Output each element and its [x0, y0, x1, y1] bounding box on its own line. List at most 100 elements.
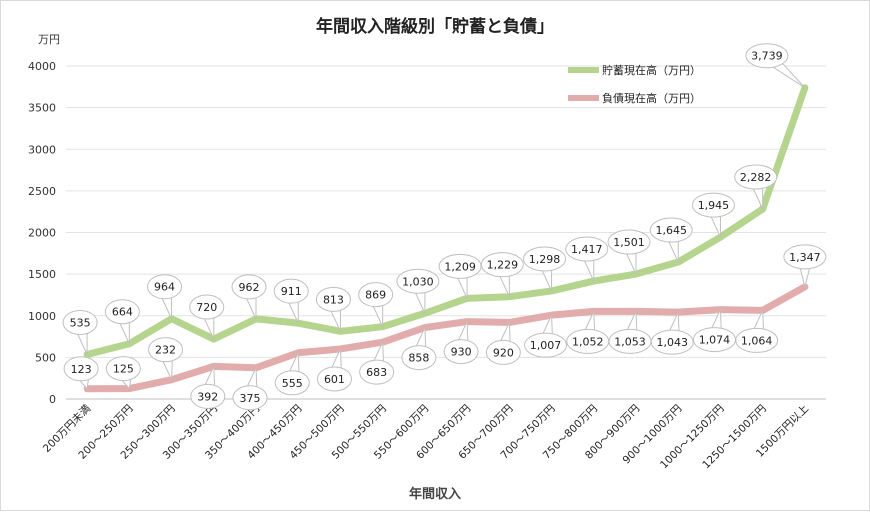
data-label-text: 869	[365, 289, 386, 302]
data-label-bubble	[273, 278, 309, 304]
x-axis-title: 年間収入	[409, 486, 461, 502]
legend-label-debt: 負債現在高（万円）	[602, 91, 701, 105]
y-tick-label: 2500	[28, 185, 56, 198]
data-label-bubble	[735, 327, 779, 353]
data-label-debt: 123	[63, 356, 99, 390]
data-label-savings: 869	[358, 282, 394, 327]
y-tick-label: 1500	[28, 268, 56, 281]
x-axis-ticks: 200万円未満200～250万円250～300万円300～350万円350～40…	[41, 402, 811, 471]
data-label-bubble	[190, 383, 226, 409]
y-axis-unit: 万円	[38, 33, 60, 46]
data-label-debt: 1,347	[783, 244, 827, 287]
data-label-bubble	[274, 370, 310, 396]
data-label-savings: 962	[231, 274, 267, 320]
data-label-text: 2,282	[740, 171, 772, 184]
data-label-bubble	[62, 309, 98, 335]
data-label-text: 920	[493, 346, 514, 359]
data-label-bubble	[443, 339, 479, 365]
data-label-bubble	[649, 217, 693, 243]
data-label-text: 858	[408, 352, 429, 365]
data-label-bubble	[524, 332, 568, 358]
chart-title: 年間収入階級別「貯蓄と負債」	[316, 16, 554, 37]
data-label-bubble	[359, 359, 395, 385]
data-label-savings: 911	[273, 278, 309, 324]
data-label-bubble	[396, 268, 440, 294]
data-label-text: 1,945	[698, 199, 730, 212]
data-label-text: 664	[112, 306, 133, 319]
data-label-debt: 555	[274, 352, 310, 396]
data-label-bubble	[105, 356, 141, 382]
data-label-text: 535	[70, 316, 91, 329]
data-label-text: 232	[155, 344, 176, 357]
data-label-savings: 3,739	[745, 43, 806, 89]
series-lines	[83, 84, 809, 393]
data-label-text: 1,007	[530, 339, 562, 352]
data-label-text: 1,347	[789, 251, 821, 264]
data-label-debt: 930	[443, 321, 479, 365]
data-label-savings: 535	[62, 309, 98, 355]
data-label-bubble	[565, 236, 609, 262]
y-tick-label: 500	[35, 351, 56, 364]
data-label-savings: 964	[147, 274, 183, 319]
data-label-bubble	[485, 339, 521, 365]
y-tick-label: 4000	[28, 60, 56, 73]
data-label-bubble	[734, 164, 778, 190]
data-label-text: 1,053	[614, 335, 646, 348]
data-label-savings: 1,298	[523, 246, 567, 292]
data-label-savings: 720	[189, 294, 225, 340]
data-label-bubble	[480, 252, 524, 278]
data-label-text: 555	[282, 377, 303, 390]
data-label-text: 125	[113, 363, 134, 376]
data-label-text: 601	[324, 373, 345, 386]
data-label-text: 962	[239, 281, 260, 294]
y-tick-label: 3500	[28, 102, 56, 115]
data-label-debt: 683	[359, 341, 395, 385]
data-label-debt: 1,043	[650, 311, 694, 355]
data-label-debt: 1,007	[524, 314, 568, 358]
data-label-debt: 125	[105, 356, 141, 390]
data-label-bubble	[231, 274, 267, 300]
data-label-bubble	[523, 246, 567, 272]
data-label-bubble	[232, 385, 268, 411]
data-label-debt: 1,052	[566, 311, 610, 354]
series-line-savings	[83, 84, 809, 358]
data-label-bubble	[315, 286, 351, 312]
data-label-text: 3,739	[751, 50, 783, 63]
legend-label-savings: 貯蓄現在高（万円）	[602, 63, 701, 77]
data-label-debt: 375	[232, 367, 268, 411]
data-label-bubble	[63, 356, 99, 382]
data-label-text: 1,074	[699, 334, 731, 347]
data-label-savings: 2,282	[734, 164, 778, 210]
data-label-pointer	[799, 266, 811, 287]
data-label-text: 1,501	[613, 236, 645, 249]
data-label-bubble	[745, 43, 789, 69]
y-tick-label: 0	[49, 393, 56, 406]
data-label-debt: 1,064	[735, 310, 779, 353]
data-label-savings: 664	[104, 299, 140, 344]
data-label-savings: 1,209	[438, 253, 482, 299]
data-label-text: 1,052	[572, 335, 604, 348]
data-label-text: 1,645	[655, 224, 687, 237]
data-label-text: 1,417	[571, 243, 603, 256]
data-label-text: 1,298	[529, 253, 561, 266]
data-label-bubble	[607, 229, 651, 255]
y-tick-label: 3000	[28, 143, 56, 156]
data-label-text: 123	[71, 363, 92, 376]
data-label-text: 964	[154, 281, 175, 294]
data-label-savings: 1,501	[607, 229, 651, 275]
data-label-savings: 1,945	[691, 192, 735, 238]
data-label-text: 1,030	[402, 275, 434, 288]
data-label-text: 911	[281, 285, 302, 298]
data-label-savings: 1,229	[480, 252, 524, 297]
data-label-bubble	[104, 299, 140, 325]
data-label-debt: 392	[190, 366, 226, 409]
data-label-debt: 601	[316, 348, 352, 392]
data-label-debt: 858	[401, 327, 437, 371]
y-axis-ticks: 0 500 1000 1500 2000 2500 3000 3500 4000	[28, 60, 56, 406]
y-tick-label: 2000	[28, 227, 56, 240]
data-label-bubble	[147, 274, 183, 300]
data-label-bubble	[783, 244, 827, 270]
data-label-debt: 1,053	[608, 311, 652, 354]
